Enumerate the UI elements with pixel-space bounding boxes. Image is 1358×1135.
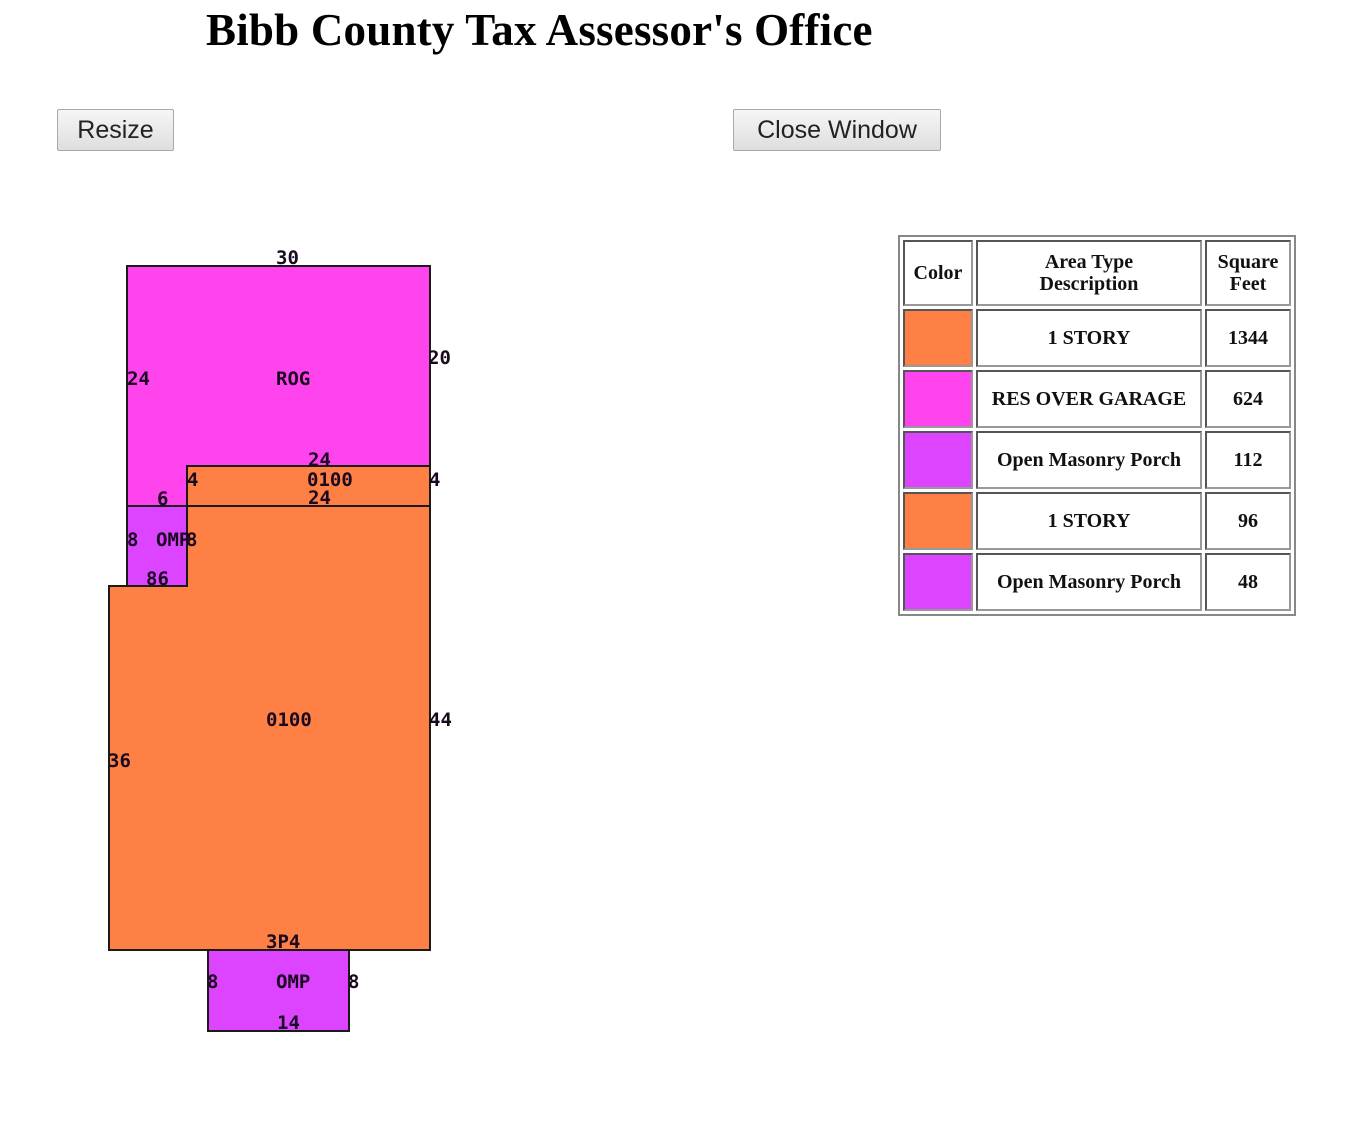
dim-label: 4 bbox=[429, 469, 441, 491]
square-feet: 624 bbox=[1205, 370, 1291, 428]
dim-label: 36 bbox=[108, 750, 131, 772]
color-swatch bbox=[903, 492, 973, 550]
dim-label: 3P4 bbox=[266, 931, 301, 953]
dim-label: 8 bbox=[186, 529, 198, 551]
area-description: Open Masonry Porch bbox=[976, 553, 1202, 611]
header-square-feet: Square Feet bbox=[1205, 240, 1291, 306]
close-window-button[interactable]: Close Window bbox=[733, 109, 941, 151]
color-swatch bbox=[903, 553, 973, 611]
area-one-story-strip bbox=[186, 465, 431, 508]
square-feet: 96 bbox=[1205, 492, 1291, 550]
area-one-story-main-upper bbox=[186, 505, 431, 589]
dim-label: 14 bbox=[277, 1012, 300, 1034]
dim-label: 24 bbox=[308, 449, 331, 471]
area-description: RES OVER GARAGE bbox=[976, 370, 1202, 428]
legend-row: RES OVER GARAGE 624 bbox=[903, 370, 1291, 428]
area-code-label: 0100 bbox=[266, 709, 312, 731]
dim-label: 8 bbox=[207, 971, 219, 993]
area-legend-table: Color Area Type Description Square Feet 1 … bbox=[898, 235, 1296, 616]
area-code-label: OMP bbox=[156, 529, 191, 551]
resize-button[interactable]: Resize bbox=[57, 109, 174, 151]
area-description: 1 STORY bbox=[976, 492, 1202, 550]
dim-label: 24 bbox=[308, 487, 331, 509]
area-join-fill-2 bbox=[186, 587, 190, 591]
area-code-label: ROG bbox=[276, 368, 311, 390]
area-one-story-main bbox=[108, 585, 431, 951]
page-title: Bibb County Tax Assessor's Office bbox=[206, 5, 873, 55]
dim-label: 20 bbox=[428, 347, 451, 369]
color-swatch bbox=[903, 309, 973, 367]
header-color: Color bbox=[903, 240, 973, 306]
dim-label: 86 bbox=[146, 568, 169, 590]
dim-label: 6 bbox=[157, 488, 169, 510]
area-code-label: 0100 bbox=[307, 469, 353, 491]
square-feet: 1344 bbox=[1205, 309, 1291, 367]
legend-header-row: Color Area Type Description Square Feet bbox=[903, 240, 1291, 306]
dim-label: 8 bbox=[348, 971, 360, 993]
square-feet: 112 bbox=[1205, 431, 1291, 489]
dim-label: 24 bbox=[127, 368, 150, 390]
legend-row: Open Masonry Porch 48 bbox=[903, 553, 1291, 611]
color-swatch bbox=[903, 431, 973, 489]
area-front-porch bbox=[207, 949, 350, 1032]
color-swatch bbox=[903, 370, 973, 428]
legend-row: 1 STORY 1344 bbox=[903, 309, 1291, 367]
square-feet: 48 bbox=[1205, 553, 1291, 611]
dim-label: 44 bbox=[429, 709, 452, 731]
legend-row: 1 STORY 96 bbox=[903, 492, 1291, 550]
header-description: Area Type Description bbox=[976, 240, 1202, 306]
area-description: 1 STORY bbox=[976, 309, 1202, 367]
dim-label: 30 bbox=[276, 247, 299, 269]
dim-label: 4 bbox=[187, 469, 199, 491]
area-code-label: OMP bbox=[276, 971, 311, 993]
area-description: Open Masonry Porch bbox=[976, 431, 1202, 489]
area-join-fill bbox=[110, 587, 188, 591]
legend-row: Open Masonry Porch 112 bbox=[903, 431, 1291, 489]
dim-label: 8 bbox=[127, 529, 139, 551]
